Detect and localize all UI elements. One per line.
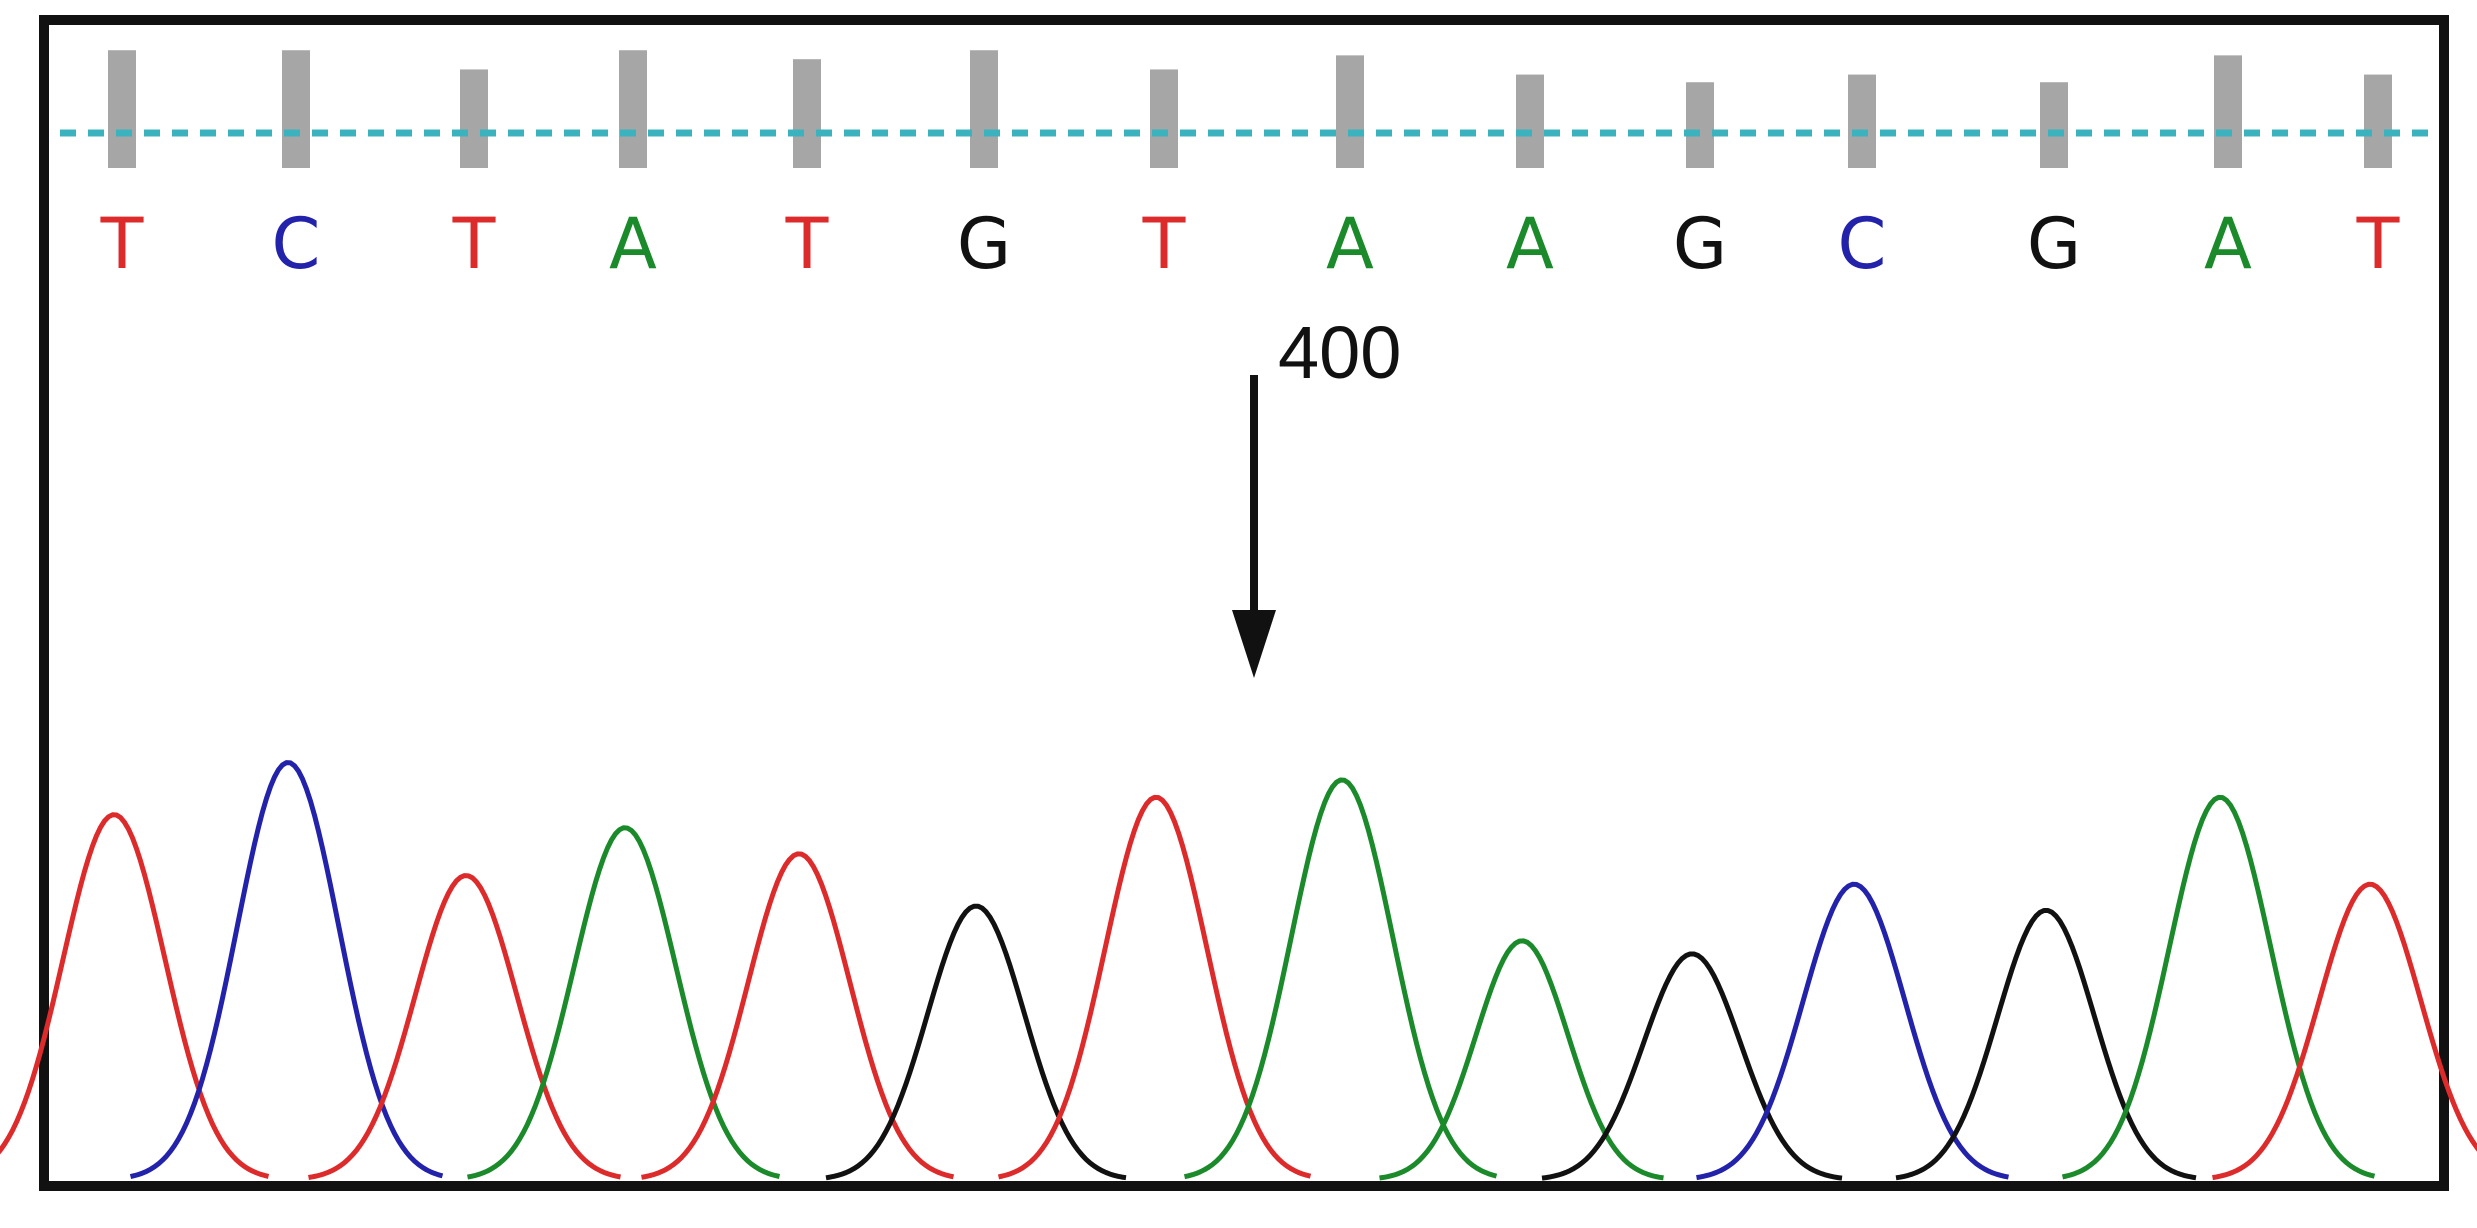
base-letter: T bbox=[1142, 203, 1186, 285]
quality-bar bbox=[282, 50, 310, 168]
base-letter: A bbox=[609, 203, 657, 285]
quality-bar bbox=[2214, 55, 2242, 168]
trace-peak bbox=[129, 760, 444, 1180]
quality-bar bbox=[793, 59, 821, 169]
trace-peak bbox=[641, 851, 955, 1180]
trace-peak bbox=[2212, 881, 2477, 1181]
quality-bar bbox=[1336, 55, 1364, 168]
quality-bar bbox=[2040, 82, 2068, 168]
base-letter: C bbox=[272, 203, 321, 285]
position-arrow-head bbox=[1232, 610, 1276, 678]
quality-bar bbox=[1516, 74, 1544, 168]
quality-bar bbox=[2364, 74, 2392, 168]
base-letter: A bbox=[2204, 203, 2252, 285]
quality-bar bbox=[1848, 74, 1876, 168]
base-letter: A bbox=[1326, 203, 1374, 285]
position-label: 400 bbox=[1278, 311, 1401, 394]
trace-curves bbox=[0, 760, 2477, 1181]
trace-peak bbox=[1696, 881, 2009, 1181]
base-letter: G bbox=[2027, 203, 2081, 285]
trace-peak bbox=[467, 825, 781, 1180]
base-letter: G bbox=[1673, 203, 1727, 285]
base-letter: T bbox=[452, 203, 496, 285]
trace-peak bbox=[2061, 794, 2376, 1180]
base-letter: G bbox=[957, 203, 1011, 285]
quality-bars bbox=[108, 50, 2392, 169]
quality-bar bbox=[619, 50, 647, 168]
position-marker: 400 bbox=[1232, 311, 1401, 678]
base-letter: T bbox=[785, 203, 829, 285]
trace-peak bbox=[1541, 951, 1843, 1181]
quality-bar bbox=[460, 69, 488, 168]
trace-peak bbox=[1895, 908, 2197, 1181]
chart-border bbox=[39, 15, 2449, 1191]
trace-peak bbox=[825, 903, 1127, 1181]
base-letter: T bbox=[2356, 203, 2400, 285]
trace-peak bbox=[1379, 938, 1664, 1181]
trace-peak bbox=[308, 873, 621, 1180]
trace-peak bbox=[997, 794, 1312, 1180]
quality-bar bbox=[1150, 69, 1178, 168]
base-letter: C bbox=[1838, 203, 1887, 285]
quality-bar bbox=[970, 50, 998, 168]
quality-bar bbox=[1686, 82, 1714, 168]
trace-peak bbox=[0, 812, 270, 1179]
base-letter: A bbox=[1506, 203, 1554, 285]
base-letter: T bbox=[100, 203, 144, 285]
quality-bar bbox=[108, 50, 136, 168]
